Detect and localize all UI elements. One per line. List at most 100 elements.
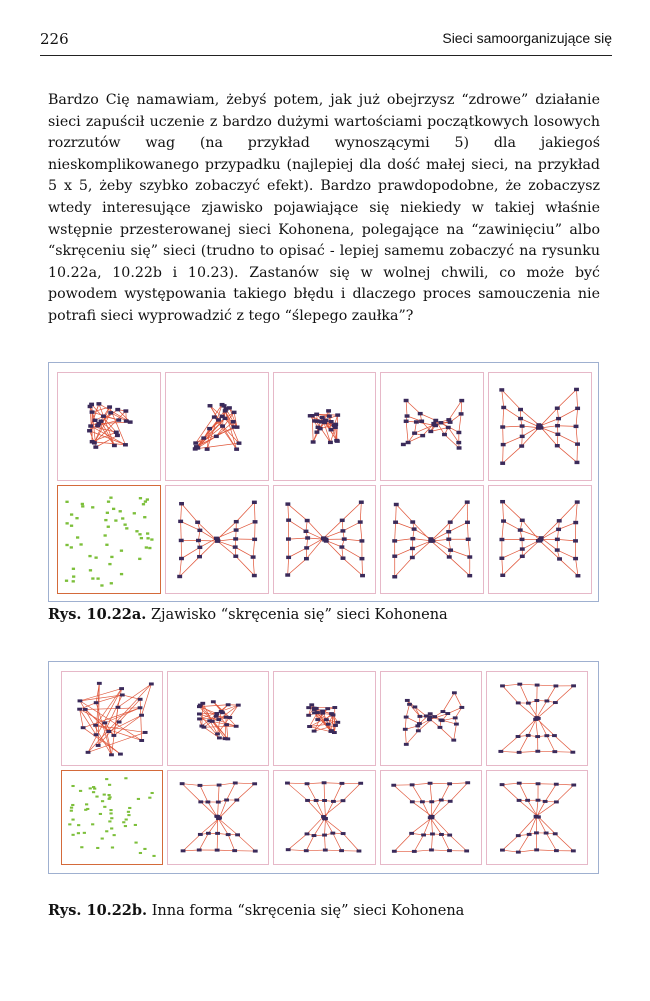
network-edge [442,692,455,712]
input-point [107,794,111,797]
network-node [575,442,581,446]
network-panel [57,485,161,594]
network-node [323,848,329,852]
input-point [107,797,111,800]
network-edge [306,835,315,851]
network-edge [414,706,420,717]
network-node [233,724,239,728]
input-point [107,783,112,786]
input-point [114,519,118,522]
network-edge [535,800,539,817]
input-point [106,525,110,528]
network-node [515,850,521,854]
network-edge [79,700,142,741]
network-node [206,831,211,835]
network-node [111,443,117,448]
network-node [428,800,434,804]
network-node [519,424,525,428]
network-edge [287,503,308,521]
network-node [515,834,521,838]
network-node [448,548,454,552]
network-edge [502,501,505,522]
network-node [499,556,505,560]
network-edge [435,420,446,435]
network-node [285,555,291,560]
network-node [442,432,448,437]
network-node [447,555,453,559]
network-edge [199,833,209,851]
network-plot [390,781,470,853]
network-edge [314,818,326,836]
network-node [410,520,416,524]
network-node [537,539,543,543]
network-edge [91,404,117,433]
network-node [225,703,231,707]
network-edge [545,832,557,851]
input-point [81,505,85,508]
network-node [570,684,576,688]
input-point [121,517,125,520]
network-node [223,715,229,719]
network-node [426,715,432,719]
network-node [555,406,560,410]
network-plot [307,409,340,445]
input-point [138,533,142,536]
network-node [534,848,539,852]
network-edge [108,714,142,732]
network-node [341,832,346,836]
input-point [75,517,79,520]
network-edge [312,410,329,443]
network-node [340,529,345,533]
network-node [535,749,541,753]
network-node [306,706,312,710]
network-node [427,712,433,716]
network-edge [518,800,539,818]
network-edge [104,722,115,736]
network-node [556,519,562,523]
network-node [463,849,469,853]
figure-10-22a [48,362,599,602]
network-node [85,750,91,754]
network-edge [305,538,324,559]
network-edge [522,520,541,542]
network-node [334,413,340,417]
network-node [358,500,364,504]
network-edge [219,782,236,786]
network-node [437,725,442,729]
network-edge [575,502,578,523]
network-node [411,849,417,853]
network-node [457,446,462,450]
network-plot [192,402,242,451]
network-node [87,429,92,433]
network-edge [95,724,142,741]
network-edge [450,501,468,523]
network-edge [341,546,343,559]
network-edge [113,707,119,736]
network-node [500,461,506,465]
network-node [219,414,225,419]
network-node [553,849,559,853]
network-node [403,742,409,746]
network-edge [440,783,450,801]
network-node [233,554,239,558]
network-node [534,683,540,687]
network-node [420,833,426,837]
network-edge [199,718,237,727]
network-edge [287,782,308,785]
input-point [85,803,89,806]
network-node [429,814,435,818]
network-node [304,518,310,523]
network-edge [518,750,538,753]
network-edge [117,688,122,708]
input-point [150,538,154,541]
network-node [309,414,315,418]
network-node [409,800,415,804]
network-node [555,423,561,428]
network-node [542,799,548,803]
network-edge [252,557,255,576]
input-point [71,833,75,836]
network-edge [100,421,115,446]
network-node [252,520,258,524]
network-plot [87,402,133,449]
network-edge [218,818,239,836]
